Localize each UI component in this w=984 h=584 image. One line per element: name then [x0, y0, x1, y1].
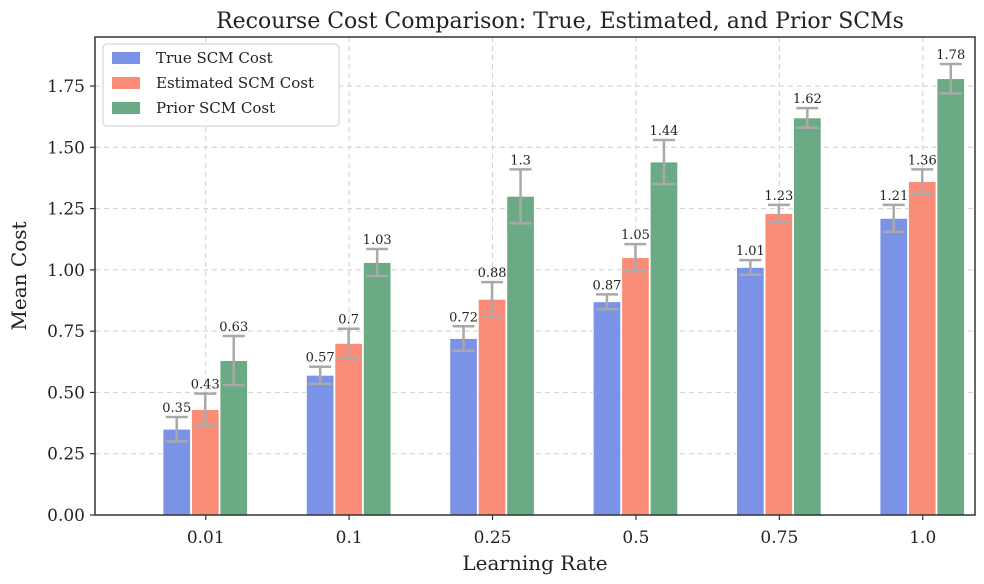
bar: [879, 217, 908, 516]
data-label: 0.87: [592, 278, 621, 293]
y-axis-label: Mean Cost: [7, 221, 31, 330]
legend-label: Prior SCM Cost: [156, 99, 275, 117]
y-axis-ticks: 0.00 0.25 0.50 0.75 1.00 1.25 1.50 1.75: [47, 77, 95, 526]
plot-frame: [94, 36, 976, 516]
bar: [506, 195, 535, 516]
legend-label: True SCM Cost: [156, 49, 273, 67]
data-label: 0.43: [191, 378, 220, 393]
bar: [793, 117, 822, 516]
data-label: 0.72: [449, 310, 478, 325]
legend-swatch: [112, 102, 140, 114]
y-tick-label: 1.25: [47, 200, 85, 220]
bar: [936, 78, 965, 516]
x-axis-label: Learning Rate: [462, 551, 607, 575]
x-tick-label: 0.25: [474, 528, 512, 548]
legend-swatch: [112, 77, 140, 89]
bar: [305, 374, 335, 516]
y-tick-label: 1.75: [47, 77, 85, 97]
legend-box: [102, 43, 340, 127]
x-tick-label: 1.0: [909, 528, 936, 548]
legend-swatch: [112, 52, 140, 64]
y-tick-label: 1.00: [47, 261, 85, 281]
data-label: 0.7: [338, 313, 359, 328]
bar: [908, 181, 937, 516]
data-label: 0.35: [162, 401, 191, 416]
y-tick-label: 0.00: [47, 506, 85, 526]
x-tick-label: 0.01: [187, 528, 225, 548]
data-label: 1.44: [649, 124, 678, 139]
data-label: 1.36: [908, 153, 937, 168]
error-bars: [165, 62, 962, 443]
x-tick-label: 0.75: [760, 528, 798, 548]
data-label: 1.3: [510, 153, 531, 168]
data-labels: 0.35 0.57 0.72 0.87 1.01 1.21 0.43 0.7 0.88 1.05 1…: [162, 48, 965, 416]
data-label: 1.01: [736, 244, 765, 259]
legend-label: Estimated SCM Cost: [156, 74, 314, 92]
data-label: 0.63: [219, 320, 248, 335]
bar: [477, 298, 507, 516]
data-label: 1.62: [793, 92, 822, 107]
data-label: 1.78: [936, 48, 965, 63]
bar: [592, 301, 622, 516]
legend: True SCM Cost Estimated SCM Cost Prior SCM…: [102, 43, 340, 127]
bar: [736, 267, 765, 516]
y-tick-label: 0.50: [47, 383, 85, 403]
bar: [449, 338, 478, 516]
chart-title: Recourse Cost Comparison: True, Estimate…: [216, 9, 904, 34]
data-label: 0.88: [478, 266, 507, 281]
data-label: 1.21: [879, 189, 908, 204]
bar: [764, 213, 793, 516]
x-tick-label: 0.5: [622, 528, 649, 548]
y-tick-label: 0.75: [47, 322, 85, 342]
x-tick-label: 0.1: [336, 528, 363, 548]
data-label: 1.03: [363, 233, 392, 248]
y-tick-label: 1.50: [47, 138, 85, 158]
data-label: 1.23: [764, 189, 793, 204]
data-label: 1.05: [621, 228, 650, 243]
bar: [362, 262, 392, 516]
x-axis-ticks: 0.01 0.1 0.25 0.5 0.75 1.0: [187, 515, 936, 548]
bar: [649, 161, 679, 516]
bar: [334, 343, 363, 516]
bars: [162, 78, 965, 516]
y-tick-label: 0.25: [47, 445, 85, 465]
bar: [621, 257, 650, 516]
data-label: 0.57: [306, 351, 335, 366]
